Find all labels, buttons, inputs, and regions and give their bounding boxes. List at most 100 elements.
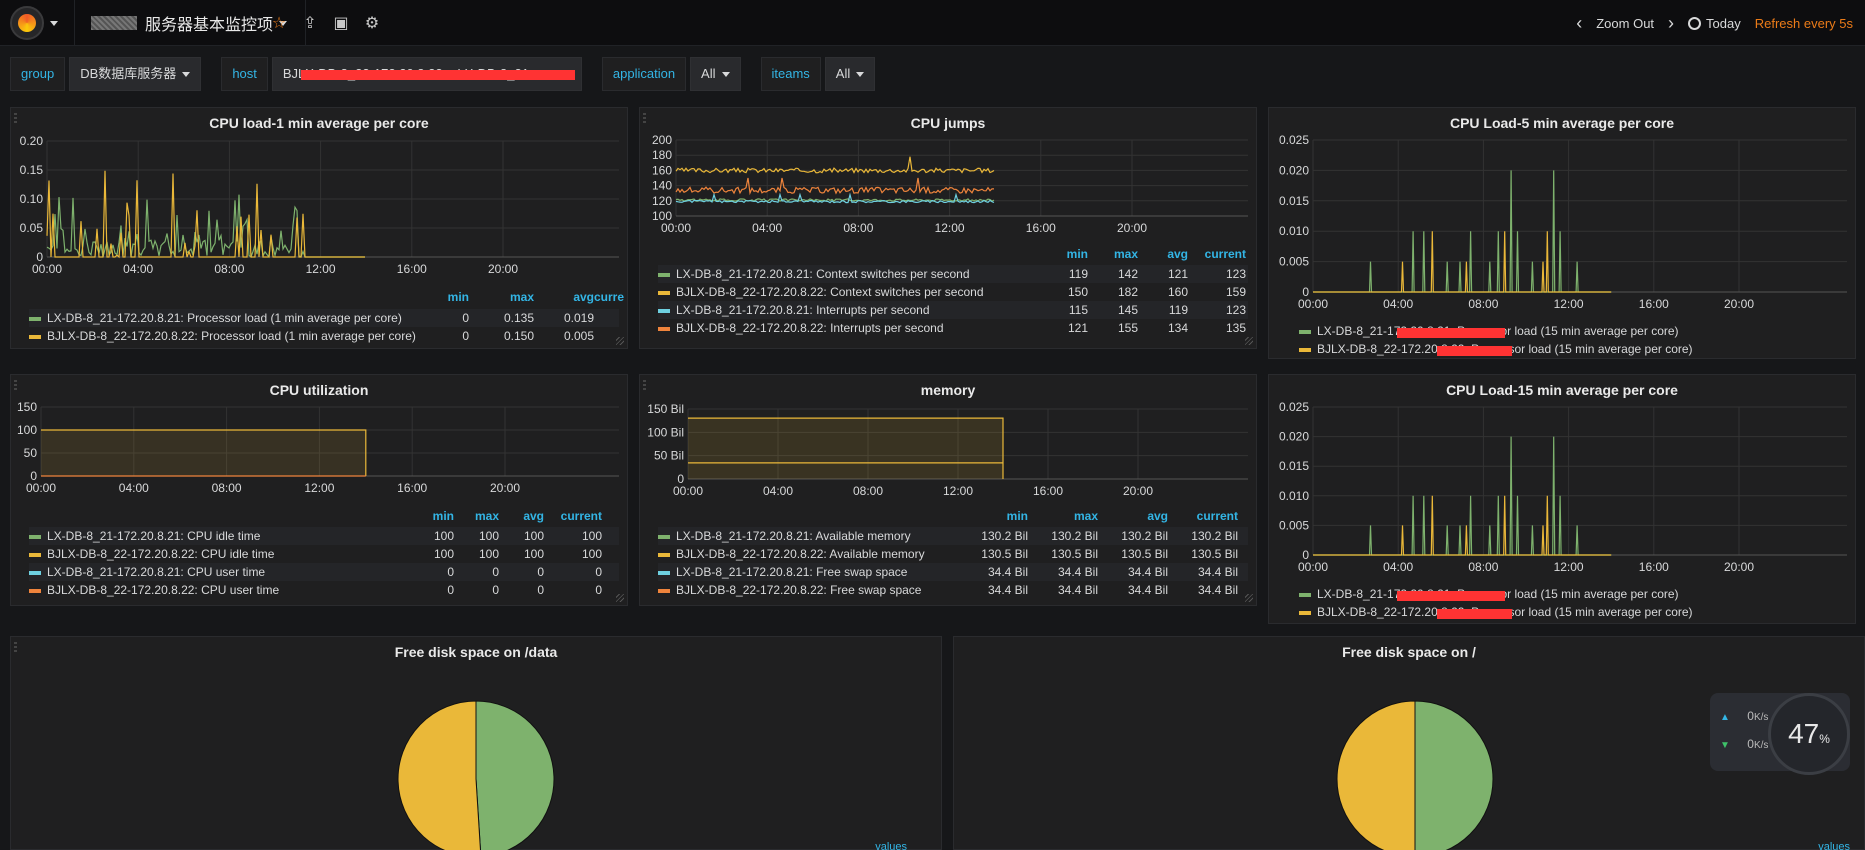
chevron-down-icon bbox=[856, 72, 864, 77]
x-tick-label: 16:00 bbox=[1033, 484, 1063, 498]
legend-row[interactable]: BJLX-DB-8_22-172.20.8.22: CPU idle time 1… bbox=[29, 545, 619, 563]
legend-item[interactable]: LX-DB-8_21-172.20.8.21: Processor load (… bbox=[1299, 322, 1679, 340]
legend-row[interactable]: LX-DB-8_21-172.20.8.21: Context switches… bbox=[658, 265, 1248, 283]
panel-memory[interactable]: memory 150 Bil 100 Bil 50 Bil 0 00:00 04:00 08… bbox=[639, 374, 1257, 606]
legend-row[interactable]: BJLX-DB-8_22-172.20.8.22: CPU user time 0… bbox=[29, 581, 619, 599]
var-select-iteams[interactable]: All bbox=[825, 57, 875, 91]
refresh-interval[interactable]: Refresh every 5s bbox=[1755, 16, 1853, 31]
series-color-swatch[interactable] bbox=[658, 535, 670, 539]
legend-value: 0 bbox=[544, 581, 602, 599]
legend-row[interactable]: LX-DB-8_21-172.20.8.21: Processor load (… bbox=[29, 309, 619, 327]
legend-table: min max avg current LX-DB-8_21-172.20.8.… bbox=[658, 507, 1248, 607]
resize-handle-icon[interactable] bbox=[616, 594, 624, 602]
legend-row[interactable]: BJLX-DB-8_22-172.20.8.22: Processor load… bbox=[29, 327, 619, 345]
legend-row[interactable]: LX-DB-8_21-172.20.8.21: Available memory… bbox=[658, 527, 1248, 545]
y-tick-label: 0.005 bbox=[1279, 518, 1309, 532]
legend-value: 34.4 Bil bbox=[958, 581, 1028, 599]
panel-cpu-utilization[interactable]: CPU utilization 150 100 50 0 00:00 04:00 08:00… bbox=[10, 374, 628, 606]
series-name[interactable]: BJLX-DB-8_22-172.20.8.22: Processor load… bbox=[1317, 605, 1693, 619]
zoom-out-button[interactable]: Zoom Out bbox=[1596, 16, 1654, 31]
legend-item[interactable]: BJLX-DB-8_22-172.20.8.22: Processor load… bbox=[1299, 340, 1693, 358]
legend-value: 123 bbox=[1188, 301, 1246, 319]
time-forward-icon[interactable]: › bbox=[1668, 13, 1674, 34]
var-select-group[interactable]: DB数据库服务器 bbox=[69, 57, 201, 91]
resize-handle-icon[interactable] bbox=[1245, 594, 1253, 602]
series-name[interactable]: LX-DB-8_21-172.20.8.21: Processor load (… bbox=[1317, 324, 1679, 338]
series-color-swatch[interactable] bbox=[1299, 330, 1311, 334]
series-name[interactable]: LX-DB-8_21-172.20.8.21: Free swap space bbox=[676, 565, 907, 579]
grafana-logo-menu[interactable] bbox=[10, 5, 72, 41]
var-select-host[interactable]: BJLX-DB-8_22-172.20.8.22 + LX-DB-8_21-17… bbox=[272, 57, 582, 91]
y-tick-label: 150 Bil bbox=[647, 402, 684, 416]
x-tick-label: 04:00 bbox=[763, 484, 793, 498]
series-name[interactable]: LX-DB-8_21-172.20.8.21: Processor load (… bbox=[47, 311, 402, 325]
x-tick-label: 04:00 bbox=[123, 262, 153, 276]
resize-handle-icon[interactable] bbox=[616, 337, 624, 345]
series-name[interactable]: LX-DB-8_21-172.20.8.21: Interrupts per s… bbox=[676, 303, 930, 317]
legend-value: 134 bbox=[1138, 319, 1188, 337]
star-icon[interactable]: ☆ bbox=[268, 12, 290, 34]
series-name[interactable]: BJLX-DB-8_22-172.20.8.22: Interrupts per… bbox=[676, 321, 944, 335]
series-color-swatch[interactable] bbox=[658, 309, 670, 313]
series-color-swatch[interactable] bbox=[29, 589, 41, 593]
series-name[interactable]: LX-DB-8_21-172.20.8.21: Available memory bbox=[676, 529, 911, 543]
series-color-swatch[interactable] bbox=[29, 571, 41, 575]
series-color-swatch[interactable] bbox=[658, 273, 670, 277]
x-tick-label: 12:00 bbox=[304, 481, 334, 495]
series-color-swatch[interactable] bbox=[1299, 593, 1311, 597]
legend-item[interactable]: LX-DB-8_21-172.20.8.21: Processor load (… bbox=[1299, 585, 1679, 603]
panel-cpu-load-5min[interactable]: CPU Load-5 min average per core 0.025 0.0… bbox=[1268, 107, 1856, 359]
series-name[interactable]: BJLX-DB-8_22-172.20.8.22: Available memo… bbox=[676, 547, 925, 561]
resize-handle-icon[interactable] bbox=[1245, 337, 1253, 345]
series-name[interactable]: LX-DB-8_21-172.20.8.21: CPU user time bbox=[47, 565, 265, 579]
panel-cpu-load-15min[interactable]: CPU Load-15 min average per core 0.025 0.… bbox=[1268, 374, 1856, 624]
legend-item[interactable]: BJLX-DB-8_22-172.20.8.22: Processor load… bbox=[1299, 603, 1693, 621]
var-select-application[interactable]: All bbox=[690, 57, 740, 91]
series-name[interactable]: BJLX-DB-8_22-172.20.8.22: Processor load… bbox=[1317, 342, 1693, 356]
pie-slice bbox=[1415, 701, 1493, 850]
panel-cpu-load-1min[interactable]: CPU load-1 min average per core 0.20 0.15… bbox=[10, 107, 628, 349]
series-name[interactable]: BJLX-DB-8_22-172.20.8.22: CPU idle time bbox=[47, 547, 274, 561]
series-color-swatch[interactable] bbox=[29, 317, 41, 321]
y-tick-label: 0.05 bbox=[20, 221, 44, 235]
series-name[interactable]: LX-DB-8_21-172.20.8.21: Context switches… bbox=[676, 267, 970, 281]
pie-slice bbox=[1337, 701, 1415, 850]
time-back-icon[interactable]: ‹ bbox=[1576, 13, 1582, 34]
series-name[interactable]: LX-DB-8_21-172.20.8.21: CPU idle time bbox=[47, 529, 260, 543]
series-color-swatch[interactable] bbox=[1299, 348, 1311, 352]
legend-row[interactable]: BJLX-DB-8_22-172.20.8.22: Interrupts per… bbox=[658, 319, 1248, 337]
series-name[interactable]: BJLX-DB-8_22-172.20.8.22: Free swap spac… bbox=[676, 583, 921, 597]
save-icon[interactable]: ▣ bbox=[330, 12, 352, 34]
series-color-swatch[interactable] bbox=[29, 335, 41, 339]
series-name[interactable]: BJLX-DB-8_22-172.20.8.22: Processor load… bbox=[47, 329, 416, 343]
legend-value: 130.2 Bil bbox=[1098, 527, 1168, 545]
panel-cpu-jumps[interactable]: CPU jumps 200 180 160 140 120 100 00:00 04:00 08… bbox=[639, 107, 1257, 349]
series-color-swatch[interactable] bbox=[658, 571, 670, 575]
legend-row[interactable]: LX-DB-8_21-172.20.8.21: CPU user time 0 0 0… bbox=[29, 563, 619, 581]
series-color-swatch[interactable] bbox=[1299, 611, 1311, 615]
series-name[interactable]: BJLX-DB-8_22-172.20.8.22: Context switch… bbox=[676, 285, 984, 299]
legend-row[interactable]: BJLX-DB-8_22-172.20.8.22: Context switch… bbox=[658, 283, 1248, 301]
time-picker[interactable]: Today bbox=[1688, 16, 1741, 31]
chevron-down-icon bbox=[182, 72, 190, 77]
legend-value: 0 bbox=[544, 563, 602, 581]
legend-row[interactable]: LX-DB-8_21-172.20.8.21: CPU idle time 100… bbox=[29, 527, 619, 545]
series-name[interactable]: BJLX-DB-8_22-172.20.8.22: CPU user time bbox=[47, 583, 279, 597]
series-color-swatch[interactable] bbox=[29, 535, 41, 539]
series-color-swatch[interactable] bbox=[658, 327, 670, 331]
cpu-percent-ring[interactable]: 47% bbox=[1768, 693, 1850, 775]
series-color-swatch[interactable] bbox=[658, 589, 670, 593]
legend-row[interactable]: LX-DB-8_21-172.20.8.21: Free swap space 3… bbox=[658, 563, 1248, 581]
gear-icon[interactable]: ⚙ bbox=[361, 12, 383, 34]
legend-row[interactable]: BJLX-DB-8_22-172.20.8.22: Free swap spac… bbox=[658, 581, 1248, 599]
legend-value: 0.005 bbox=[539, 327, 594, 345]
share-icon[interactable]: ⇪ bbox=[299, 12, 321, 34]
x-tick-label: 12:00 bbox=[935, 221, 965, 235]
series-color-swatch[interactable] bbox=[658, 553, 670, 557]
series-name[interactable]: LX-DB-8_21-172.20.8.21: Processor load (… bbox=[1317, 587, 1679, 601]
series-color-swatch[interactable] bbox=[658, 291, 670, 295]
panel-free-disk-data[interactable]: Free disk space on /data values bbox=[10, 636, 942, 850]
legend-row[interactable]: LX-DB-8_21-172.20.8.21: Interrupts per s… bbox=[658, 301, 1248, 319]
legend-row[interactable]: BJLX-DB-8_22-172.20.8.22: Available memo… bbox=[658, 545, 1248, 563]
series-color-swatch[interactable] bbox=[29, 553, 41, 557]
